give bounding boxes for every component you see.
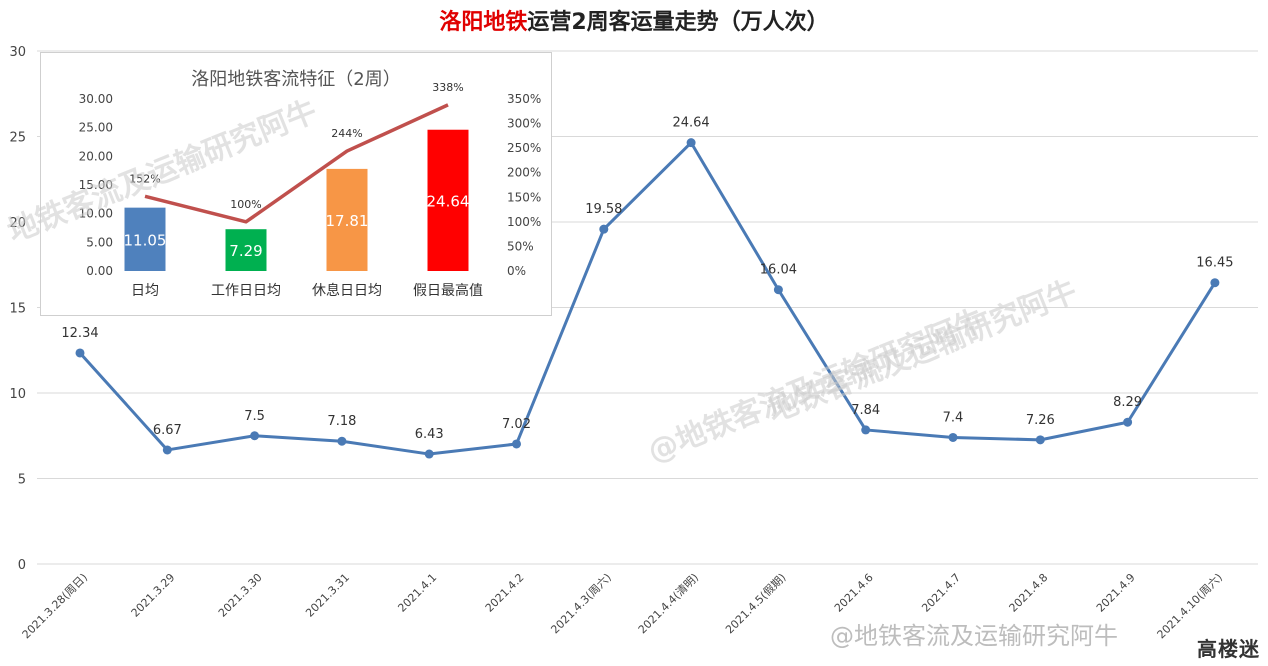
data-label: 16.04	[760, 263, 797, 278]
data-label: 19.58	[585, 202, 622, 217]
inset-y2-tick-label: 0%	[507, 264, 526, 278]
x-tick-label: 2021.4.2	[483, 571, 527, 615]
chart-title: 洛阳地铁运营2周客运量走势（万人次）	[0, 4, 1268, 36]
x-tick-label: 2021.4.7	[919, 571, 963, 615]
bar	[124, 207, 166, 271]
inset-y2-tick-label: 200%	[507, 166, 541, 180]
data-label: 12.34	[61, 326, 98, 341]
ratio-label: 100%	[230, 198, 261, 211]
inset-y-tick-label: 0.00	[86, 264, 113, 278]
data-label: 6.67	[153, 423, 182, 438]
data-point	[424, 449, 434, 459]
bar	[427, 129, 469, 271]
site-logo: 高楼迷	[1197, 637, 1260, 661]
inset-category-label: 工作日日均	[211, 283, 281, 299]
bar	[326, 168, 368, 271]
bar	[225, 229, 267, 271]
x-tick-label: 2021.3.31	[303, 571, 352, 620]
watermark-footer: @地铁客流及运输研究阿牛	[830, 622, 1118, 650]
series-line	[78, 141, 1217, 456]
x-tick-label: 2021.4.9	[1094, 571, 1138, 615]
data-point	[773, 285, 783, 295]
data-point	[861, 425, 871, 435]
x-tick-label: 2021.4.8	[1007, 571, 1051, 615]
inset-chart-panel: 洛阳地铁客流特征（2周） 0.00 5.00 10.00 15.00 20.00 25.0…	[40, 52, 552, 316]
inset-bar-chart: 0.00 5.00 10.00 15.00 20.00 25.00 30.00 0% 50% 10…	[79, 81, 542, 299]
x-tick-label: 2021.4.1	[395, 571, 439, 615]
data-point	[75, 348, 85, 358]
bar-label: 17.81	[326, 212, 369, 230]
inset-y-tick-label: 25.00	[79, 121, 113, 135]
data-point	[686, 138, 696, 148]
data-label: 24.64	[672, 116, 709, 131]
data-point	[599, 224, 609, 234]
data-label: 7.18	[327, 414, 356, 429]
ratio-label: 152%	[129, 172, 160, 185]
inset-category-label: 休息日日均	[312, 282, 382, 299]
ratio-line	[144, 103, 449, 224]
data-label: 7.5	[244, 409, 265, 424]
data-point	[948, 432, 958, 442]
x-tick-label: 2021.4.3(周六)	[548, 571, 613, 636]
inset-y-tick-label: 20.00	[79, 149, 113, 163]
y-tick-label: 10	[9, 387, 26, 402]
inset-y2-tick-label: 150%	[507, 190, 541, 204]
y-tick-label: 30	[9, 45, 26, 60]
x-tick-label: 2021.4.10(周六)	[1155, 571, 1225, 641]
y-tick-label: 15	[9, 302, 26, 317]
bar-label: 7.29	[229, 242, 262, 260]
data-label: 7.4	[943, 410, 964, 425]
data-label: 7.26	[1026, 413, 1055, 428]
inset-y2-tick-label: 50%	[507, 239, 534, 253]
x-tick-label: 2021.3.29	[129, 571, 178, 620]
x-tick-label: 2021.4.6	[832, 571, 876, 615]
data-label: 7.02	[502, 417, 531, 432]
data-point	[337, 436, 347, 446]
inset-y-tick-label: 10.00	[79, 207, 113, 221]
inset-chart-title: 洛阳地铁客流特征（2周）	[191, 69, 401, 90]
data-label: 8.29	[1113, 395, 1142, 410]
y-tick-label: 20	[9, 216, 26, 231]
inset-category-label: 日均	[131, 283, 159, 299]
chart-title-red: 洛阳地铁	[439, 10, 528, 35]
ratio-label: 338%	[432, 81, 463, 94]
inset-y2-tick-label: 300%	[507, 117, 541, 131]
data-point	[250, 431, 260, 441]
x-tick-label: 2021.3.28(周日)	[20, 571, 90, 641]
data-label: 7.84	[851, 403, 880, 418]
inset-y2-tick-label: 250%	[507, 141, 541, 155]
y-tick-label: 0	[18, 558, 26, 573]
inset-y-tick-label: 15.00	[79, 178, 113, 192]
x-tick-label: 2021.4.5(假期)	[722, 570, 788, 636]
x-tick-label: 2021.3.30	[216, 571, 265, 620]
inset-y-tick-label: 5.00	[86, 235, 113, 249]
x-tick-label: 2021.4.4(清明)	[636, 571, 701, 636]
chart-title-rest: 运营2周客运量走势（万人次）	[527, 10, 829, 35]
data-point	[512, 439, 521, 449]
data-point	[1035, 435, 1045, 445]
inset-y2-tick-label: 100%	[507, 215, 541, 229]
inset-y2-tick-label: 350%	[507, 92, 541, 106]
y-tick-label: 5	[18, 473, 26, 488]
data-point	[1210, 278, 1220, 288]
data-point	[162, 445, 172, 455]
data-label: 6.43	[415, 427, 444, 442]
y-tick-label: 25	[9, 131, 26, 146]
ratio-label: 244%	[331, 127, 362, 140]
bar-label: 24.64	[427, 192, 470, 210]
data-label: 16.45	[1196, 256, 1233, 271]
data-point	[1123, 417, 1133, 427]
inset-y-tick-label: 30.00	[79, 92, 113, 106]
inset-category-label: 假日最高值	[413, 282, 483, 299]
bar-label: 11.05	[124, 231, 167, 249]
